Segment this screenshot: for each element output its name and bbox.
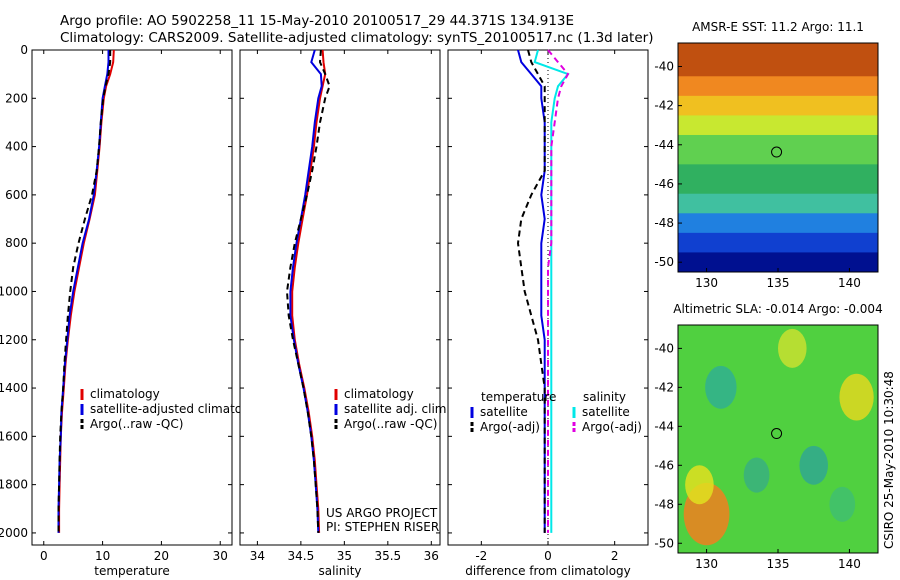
x-tick-label: 34 bbox=[250, 549, 265, 563]
map-panel-1: 130 135 140 -40 -42 -44 -46 -48 -50 AMSR-E SST: 1… bbox=[654, 20, 879, 290]
project-credit-line: PI: STEPHEN RISER bbox=[326, 520, 439, 534]
x-tick-label: 135 bbox=[767, 557, 790, 571]
legend-entry: Argo(-adj) bbox=[582, 420, 642, 434]
y-tick-label: -50 bbox=[654, 536, 674, 550]
x-tick-label: -2 bbox=[475, 549, 487, 563]
sst-band bbox=[678, 95, 878, 117]
x-tick-label: 140 bbox=[838, 276, 861, 290]
x-tick-label: 140 bbox=[838, 557, 861, 571]
sla-patch bbox=[799, 445, 828, 485]
legend-title-salinity: salinity bbox=[583, 390, 626, 404]
panel-frame bbox=[239, 49, 441, 546]
y-tick-label: 1200 bbox=[0, 333, 28, 347]
sla-patch bbox=[829, 486, 856, 522]
sst-band bbox=[678, 164, 878, 195]
x-tick-label: 30 bbox=[213, 549, 228, 563]
series-line-3 bbox=[285, 49, 331, 533]
sst-band bbox=[678, 134, 878, 166]
float-location-marker bbox=[771, 428, 783, 440]
y-tick-label: -48 bbox=[654, 216, 674, 230]
y-tick-label: 2000 bbox=[0, 526, 28, 540]
y-tick-label: -42 bbox=[654, 380, 674, 394]
sst-band bbox=[678, 252, 878, 272]
y-tick-label: 600 bbox=[5, 188, 28, 202]
sla-patch bbox=[839, 373, 874, 421]
side-timestamp-label: CSIRO 25-May-2010 10:30:48 bbox=[882, 371, 896, 549]
legend-entry: satellite bbox=[582, 405, 630, 419]
y-tick-label: -44 bbox=[654, 419, 674, 433]
x-tick-label: 0 bbox=[544, 549, 552, 563]
legend-entry: climatology bbox=[344, 387, 414, 401]
x-axis-label: difference from climatology bbox=[465, 564, 631, 578]
x-tick-label: 36 bbox=[424, 549, 439, 563]
y-tick-label: 1400 bbox=[0, 381, 28, 395]
x-tick-label: 35 bbox=[337, 549, 352, 563]
sla-patch bbox=[778, 328, 807, 368]
legend-entry: Argo(..raw -QC) bbox=[90, 417, 183, 431]
series-line-3 bbox=[57, 50, 112, 533]
y-tick-label: 400 bbox=[5, 140, 28, 154]
legend-entry: Argo(..raw -QC) bbox=[344, 417, 437, 431]
sst-band bbox=[678, 115, 878, 136]
y-tick-label: 200 bbox=[5, 91, 28, 105]
float-location-marker bbox=[771, 146, 783, 158]
profile-panel-1: 0 10 20 30 temperature 0 200 400 600 800 1000 1200 1… bbox=[0, 43, 268, 578]
x-tick-label: 130 bbox=[695, 557, 718, 571]
x-tick-label: 10 bbox=[95, 549, 110, 563]
legend-entry: climatology bbox=[90, 387, 160, 401]
x-tick-label: 135 bbox=[767, 276, 790, 290]
y-tick-label: -40 bbox=[654, 341, 674, 355]
x-tick-label: 0 bbox=[40, 549, 48, 563]
sst-band bbox=[678, 193, 878, 215]
profile-panel-2: 34 34.5 35 35.5 36 salinity climatologysatelli… bbox=[239, 49, 450, 578]
series-line-1 bbox=[517, 49, 546, 533]
x-tick-label: 20 bbox=[154, 549, 169, 563]
x-tick-label: 2 bbox=[611, 549, 619, 563]
figure-title-line2: Climatology: CARS2009. Satellite-adjuste… bbox=[60, 30, 654, 46]
sla-patch bbox=[743, 457, 770, 493]
panel-frame bbox=[31, 49, 233, 546]
y-tick-label: -42 bbox=[654, 99, 674, 113]
figure-title-line1: Argo profile: AO 5902258_11 15-May-2010 … bbox=[60, 13, 575, 29]
y-tick-label: 800 bbox=[5, 236, 28, 250]
y-tick-label: -44 bbox=[654, 138, 674, 152]
map-field bbox=[678, 43, 878, 272]
series-line-4 bbox=[547, 49, 570, 533]
sst-band bbox=[678, 232, 878, 254]
x-tick-label: 34.5 bbox=[288, 549, 315, 563]
y-tick-label: -46 bbox=[654, 458, 674, 472]
y-tick-label: -46 bbox=[654, 177, 674, 191]
sla-patch bbox=[685, 465, 714, 505]
map-field bbox=[678, 325, 878, 553]
x-tick-label: 35.5 bbox=[374, 549, 401, 563]
map-panel-2: 130 135 140 -40 -42 -44 -46 -48 -50 Altimetric SL… bbox=[654, 302, 882, 571]
map-title: Altimetric SLA: -0.014 Argo: -0.004 bbox=[673, 302, 882, 316]
x-tick-label: 130 bbox=[695, 276, 718, 290]
legend-entry: satellite-adjusted climatology bbox=[90, 402, 268, 416]
series-line-3 bbox=[533, 49, 570, 533]
legend-entry: satellite adj. clim. bbox=[344, 402, 450, 416]
sst-band bbox=[678, 43, 878, 78]
project-credit-line: US ARGO PROJECT bbox=[326, 506, 438, 520]
y-tick-label: 1000 bbox=[0, 284, 28, 298]
legend-entry: Argo(-adj) bbox=[480, 420, 540, 434]
y-tick-label: 1600 bbox=[0, 429, 28, 443]
map-title: AMSR-E SST: 11.2 Argo: 11.1 bbox=[692, 20, 864, 34]
y-tick-label: 1800 bbox=[0, 478, 28, 492]
sla-patch bbox=[705, 365, 737, 409]
legend-title-temperature: temperature bbox=[481, 390, 556, 404]
y-tick-label: 0 bbox=[20, 43, 28, 57]
x-axis-label: salinity bbox=[318, 564, 361, 578]
y-tick-label: -40 bbox=[654, 59, 674, 73]
y-tick-label: -50 bbox=[654, 255, 674, 269]
legend-entry: satellite bbox=[480, 405, 528, 419]
sst-band bbox=[678, 76, 878, 97]
y-tick-label: -48 bbox=[654, 497, 674, 511]
x-axis-label: temperature bbox=[94, 564, 169, 578]
sst-band bbox=[678, 213, 878, 234]
